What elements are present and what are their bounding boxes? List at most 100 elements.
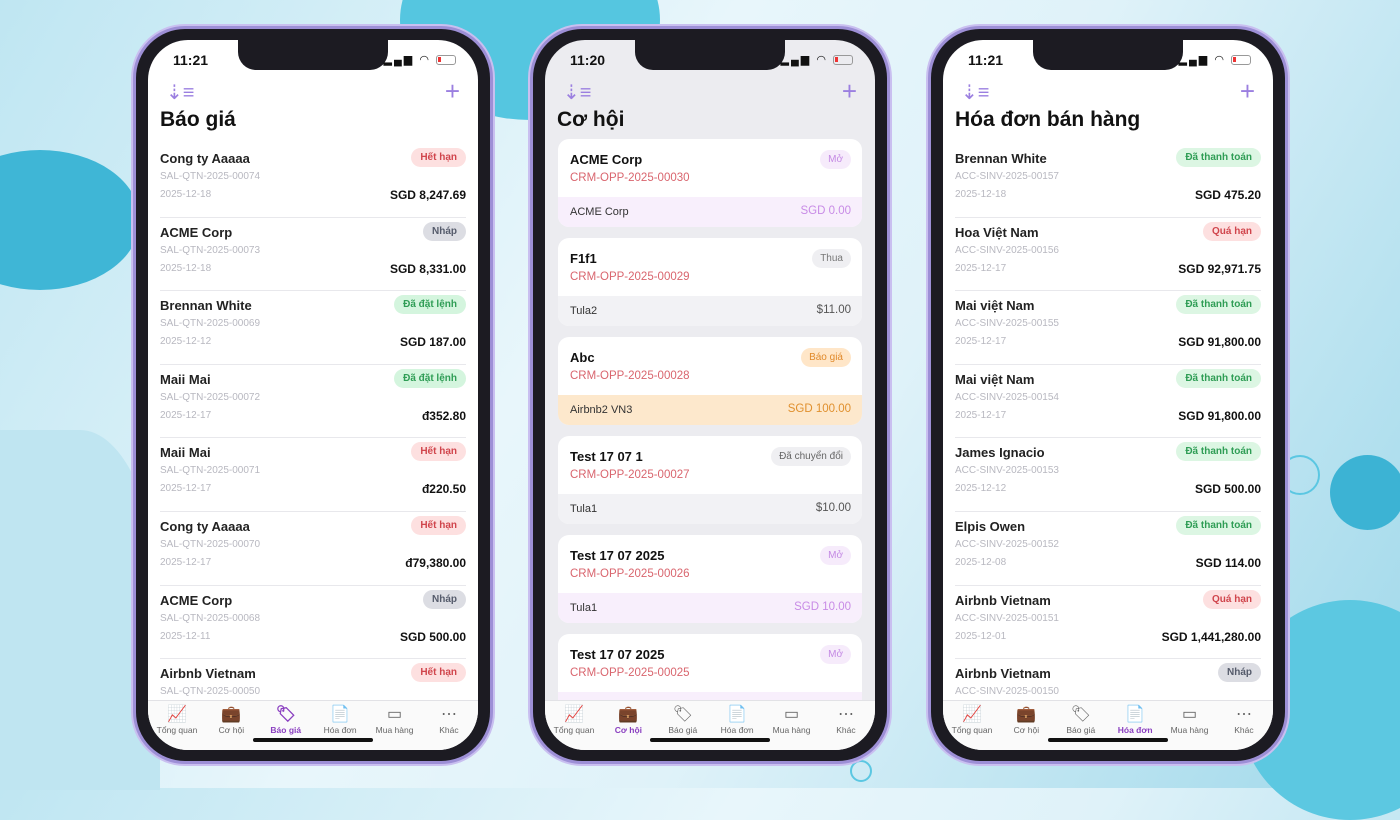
status-time: 11:21 (968, 52, 1004, 68)
add-button[interactable]: + (444, 76, 460, 106)
status-badge: Đã thanh toán (1176, 515, 1261, 535)
opportunity-id: CRM-OPP-2025-00025 (570, 667, 690, 679)
tab-item[interactable]: ⋯ Khác (1217, 705, 1271, 750)
opportunity-card[interactable]: ACME Corp Mở CRM-OPP-2025-00030 ACME Cor… (558, 139, 862, 227)
add-button[interactable]: + (841, 76, 857, 106)
card-footer: ACME Corp SGD 0.00 (558, 197, 862, 227)
list-item[interactable]: Hoa Việt Nam Quá hạn ACC-SINV-2025-00156… (955, 218, 1261, 292)
tab-item[interactable]: 💼 Cơ hội (601, 705, 655, 750)
record-id: SAL-QTN-2025-00072 (160, 391, 261, 403)
add-button[interactable]: + (1239, 76, 1255, 106)
list-item[interactable]: Brennan White Đã đặt lệnh SAL-QTN-2025-0… (160, 291, 466, 365)
phone-frame: 11:20 ▂▄▆ ◠ ⇣≡ + Cơ hội ACME Corp Mở CRM… (530, 26, 890, 764)
status-badge: Hết hạn (411, 515, 466, 535)
status-badge: Quá hạn (1202, 221, 1261, 241)
list-item[interactable]: Cong ty Aaaaa Hết hạn SAL-QTN-2025-00070… (160, 512, 466, 586)
tab-label: Mua hàng (772, 725, 811, 735)
tab-item[interactable]: 🏷 Báo giá (656, 705, 710, 750)
tab-item[interactable]: 🏷 Báo giá (259, 705, 313, 750)
opportunity-card[interactable]: Test 17 07 2025 Mở CRM-OPP-2025-00026 Tu… (558, 535, 862, 623)
notch (635, 40, 785, 70)
customer-name: Hoa Việt Nam (955, 224, 1039, 240)
status-badge: Đã đặt lệnh (394, 368, 466, 388)
list-item[interactable]: ACME Corp Nháp SAL-QTN-2025-00073 2025-1… (160, 218, 466, 292)
list-item[interactable]: Mai việt Nam Đã thanh toán ACC-SINV-2025… (955, 365, 1261, 439)
record-amount: đ352.80 (421, 408, 466, 423)
chart-icon: 📈 (167, 706, 187, 723)
tab-item[interactable]: 📄 Hóa đơn (1108, 705, 1162, 750)
opportunity-name: Abc (570, 350, 595, 365)
record-id: SAL-QTN-2025-00068 (160, 612, 261, 624)
opportunity-card[interactable]: Test 17 07 1 Đã chuyển đổi CRM-OPP-2025-… (558, 436, 862, 524)
tab-item[interactable]: ▭ Mua hàng (1163, 705, 1217, 750)
card-footer: Tula1 SGD 10.00 (558, 593, 862, 623)
tab-item[interactable]: ▭ Mua hàng (368, 705, 422, 750)
record-id: ACC-SINV-2025-00150 (955, 686, 1059, 698)
list-item[interactable]: Airbnb Vietnam Quá hạn ACC-SINV-2025-001… (955, 586, 1261, 660)
sort-icon[interactable]: ⇣≡ (166, 82, 195, 104)
tab-item[interactable]: 🏷 Báo giá (1054, 705, 1108, 750)
tag-icon: 🏷 (1070, 706, 1091, 723)
chart-icon: 📈 (962, 706, 982, 723)
tab-item[interactable]: 📈 Tổng quan (547, 705, 601, 750)
opportunity-card[interactable]: Abc Báo giá CRM-OPP-2025-00028 Airbnb2 V… (558, 337, 862, 425)
opportunity-amount: $10.00 (815, 502, 851, 514)
status-time: 11:20 (570, 52, 606, 68)
sort-icon[interactable]: ⇣≡ (563, 82, 592, 104)
record-id: ACC-SINV-2025-00155 (955, 318, 1059, 330)
bg-blob (1330, 455, 1400, 530)
list-item[interactable]: Cong ty Aaaaa Hết hạn SAL-QTN-2025-00074… (160, 144, 466, 218)
tab-bar: 📈 Tổng quan 💼 Cơ hội 🏷 Báo giá 📄 Hóa đơn ▭ Mua hà… (148, 700, 478, 750)
status-badge: Mở (820, 645, 851, 664)
tab-item[interactable]: 📈 Tổng quan (945, 705, 999, 750)
phone-screen: 11:21 ▂▄▆ ◠ ⇣≡ + Báo giá Cong ty Aaaaa H… (148, 40, 478, 750)
opportunity-name: Test 17 07 2025 (570, 647, 665, 662)
phone-screen: 11:20 ▂▄▆ ◠ ⇣≡ + Cơ hội ACME Corp Mở CRM… (545, 40, 875, 750)
list-item[interactable]: ACME Corp Nháp SAL-QTN-2025-00068 2025-1… (160, 586, 466, 660)
list-item[interactable]: Mai việt Nam Đã thanh toán ACC-SINV-2025… (955, 291, 1261, 365)
list-item[interactable]: Maii Mai Hết hạn SAL-QTN-2025-00071 2025… (160, 438, 466, 512)
sort-icon[interactable]: ⇣≡ (961, 82, 990, 104)
tab-item[interactable]: 💼 Cơ hội (999, 705, 1053, 750)
opportunity-amount: SGD 0.00 (800, 205, 852, 217)
signal-icon: ▂▄▆ (383, 54, 415, 66)
bg-blob (0, 150, 140, 290)
tab-item[interactable]: 📈 Tổng quan (150, 705, 204, 750)
list-item[interactable]: James Ignacio Đã thanh toán ACC-SINV-202… (955, 438, 1261, 512)
tab-item[interactable]: 💼 Cơ hội (204, 705, 258, 750)
customer-name: James Ignacio (955, 445, 1045, 461)
tab-item[interactable]: ⋯ Khác (819, 705, 873, 750)
battery-icon (833, 55, 853, 66)
customer-name: Cong ty Aaaaa (160, 518, 250, 534)
tab-item[interactable]: ▭ Mua hàng (765, 705, 819, 750)
status-badge: Nháp (1218, 663, 1261, 683)
tab-item[interactable]: 📄 Hóa đơn (313, 705, 367, 750)
card-list: ACME Corp Mở CRM-OPP-2025-00030 ACME Cor… (545, 139, 875, 733)
list-item[interactable]: Airbnb Vietnam Hết hạn SAL-QTN-2025-0005… (160, 659, 466, 733)
record-amount: SGD 500.00 (399, 629, 466, 644)
status-badge: Báo giá (801, 348, 851, 367)
list-item[interactable]: Maii Mai Đã đặt lệnh SAL-QTN-2025-00072 … (160, 365, 466, 439)
opportunity-card[interactable]: F1f1 Thua CRM-OPP-2025-00029 Tula2 $11.0… (558, 238, 862, 326)
record-date: 2025-12-12 (955, 483, 1007, 495)
record-date: 2025-12-18 (160, 189, 212, 200)
opportunity-name: F1f1 (570, 251, 597, 266)
more-icon: ⋯ (440, 706, 457, 723)
tab-label: Cơ hội (614, 725, 643, 735)
list-item[interactable]: Brennan White Đã thanh toán ACC-SINV-202… (955, 144, 1261, 218)
tab-item[interactable]: 📄 Hóa đơn (710, 705, 764, 750)
briefcase-icon: 💼 (1016, 706, 1037, 723)
customer-name: Airbnb Vietnam (160, 666, 256, 682)
card-footer: Tula2 $11.00 (558, 296, 862, 326)
status-badge: Mở (820, 150, 851, 169)
tab-item[interactable]: ⋯ Khác (422, 705, 476, 750)
record-date: 2025-12-11 (160, 630, 211, 642)
customer-name: Brennan White (955, 151, 1047, 166)
tab-bar: 📈 Tổng quan 💼 Cơ hội 🏷 Báo giá 📄 Hóa đơn ▭ Mua hà… (943, 700, 1273, 750)
more-icon: ⋯ (837, 706, 854, 723)
record-date: 2025-12-08 (955, 556, 1007, 568)
list-item[interactable]: Elpis Owen Đã thanh toán ACC-SINV-2025-0… (955, 512, 1261, 586)
tab-label: Hóa đơn (1117, 725, 1153, 735)
home-indicator (650, 738, 770, 742)
tab-label: Khác (836, 725, 856, 735)
